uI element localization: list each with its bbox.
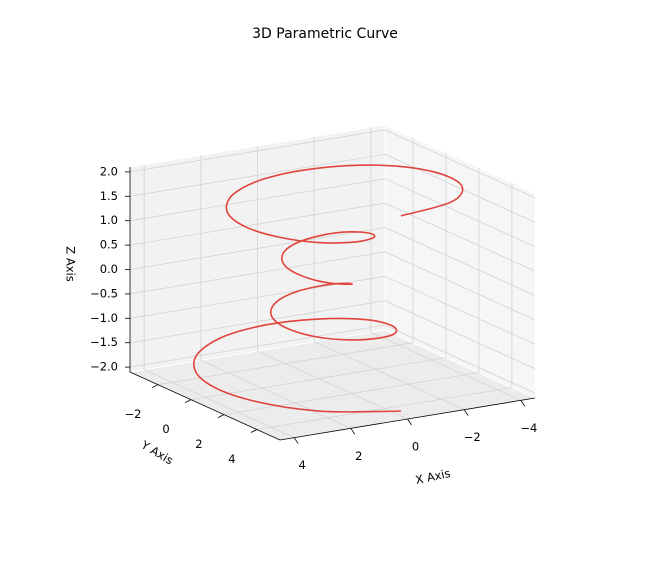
tick-mark (184, 399, 192, 404)
grid-line (256, 387, 512, 430)
tick-mark (151, 384, 159, 389)
grid-line (129, 251, 386, 295)
grid-line (384, 324, 536, 394)
grid-line (129, 300, 386, 344)
grid-line (129, 129, 386, 173)
tick-label: 0 (162, 422, 169, 436)
tick-label: 0 (412, 440, 419, 454)
grid-line (384, 153, 536, 223)
tick-label: 0.5 (100, 238, 118, 252)
x-axis-label: X Axis (414, 466, 452, 487)
chart-title: 3D Parametric Curve (252, 26, 398, 42)
tick-label: −1.0 (90, 311, 118, 325)
tick-label: 1.5 (100, 189, 118, 203)
grid-line (370, 331, 521, 401)
tick-mark (350, 428, 356, 435)
grid-line (129, 202, 386, 246)
grid-line (200, 359, 351, 429)
tick-label: 2.0 (100, 164, 118, 178)
grid-line (384, 129, 536, 199)
grid-line (257, 350, 408, 420)
tick-label: 1.0 (100, 213, 118, 227)
grid-line (314, 341, 465, 411)
grid-line (384, 251, 536, 321)
grid-line (384, 275, 536, 345)
grid-line (190, 357, 447, 401)
tick-label: 4 (228, 452, 235, 466)
tick-mark (250, 429, 258, 433)
tick-label: 4 (299, 458, 306, 472)
x-axis-line (279, 397, 536, 441)
tick-label: 2 (355, 449, 362, 463)
grid-line (129, 324, 386, 368)
z-axis-label: Z Axis (64, 246, 78, 281)
grid-line (384, 227, 536, 296)
grid-line (384, 300, 536, 370)
tick-label: 2 (195, 437, 202, 451)
tick-label: −4 (520, 421, 537, 435)
tick-mark (520, 400, 526, 407)
tick-label: −1.5 (90, 335, 118, 349)
tick-label: 0.0 (100, 262, 118, 276)
grid-line (129, 178, 386, 222)
y-axis-line (129, 371, 281, 441)
tick-mark (407, 418, 412, 426)
tick-label: −2 (464, 430, 481, 444)
tick-label: −2 (125, 407, 142, 421)
tick-mark (293, 437, 299, 444)
grid-line (129, 227, 386, 270)
grid-line (144, 369, 295, 439)
tick-mark (217, 414, 225, 418)
tick-label: −2.0 (90, 360, 118, 374)
tick-mark (463, 409, 469, 416)
grid-line (384, 178, 536, 248)
curve (192, 164, 464, 413)
grid-line (129, 153, 386, 197)
y-axis-label: Y Axis (138, 437, 176, 467)
grid-line (223, 372, 480, 415)
tick-label: −0.5 (90, 286, 118, 300)
